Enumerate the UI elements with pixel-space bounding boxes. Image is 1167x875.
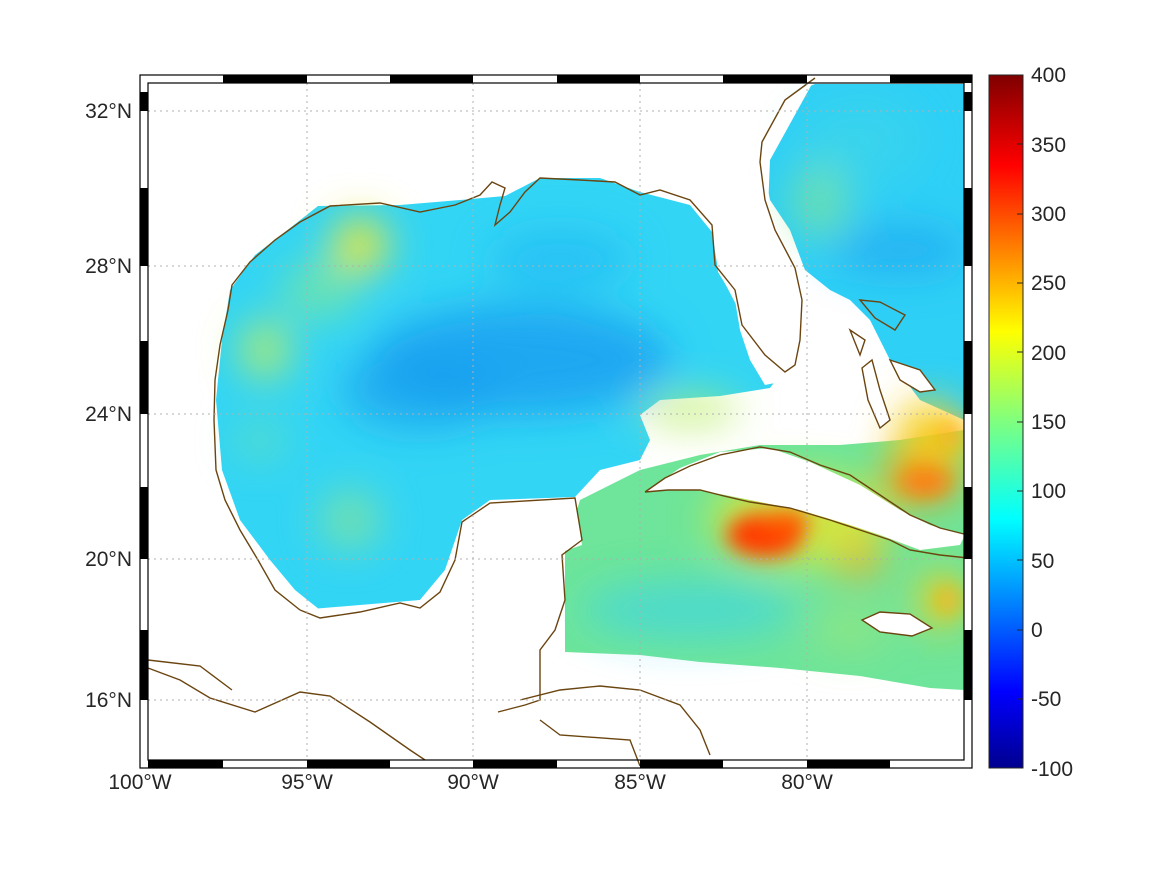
x-tick-label: 85°W	[614, 771, 666, 794]
gulf-coast	[147, 77, 816, 767]
bahamas-mask	[862, 360, 935, 428]
colorbar-tick-label: 50	[1031, 550, 1054, 573]
yucatan-coast	[299, 497, 583, 713]
colorbar-tick-label: 0	[1031, 619, 1043, 642]
hot-spots	[727, 421, 962, 614]
colorbar-tick-label: 150	[1031, 411, 1066, 434]
map-frame	[139, 74, 973, 769]
grid	[148, 83, 964, 760]
y-tick-label: 20°N	[85, 548, 132, 571]
x-axis-labels: 100°W 95°W 90°W 85°W 80°W	[108, 771, 833, 794]
yucatan-mask	[148, 497, 582, 760]
y-tick-label: 28°N	[85, 255, 132, 278]
land	[148, 84, 965, 760]
bahamas-coast	[848, 299, 937, 430]
x-tick-label: 90°W	[447, 771, 499, 794]
jamaica-coast	[860, 611, 934, 637]
colorbar-ticks	[1017, 143, 1023, 700]
x-tick-label: 80°W	[781, 771, 833, 794]
y-tick-label: 16°N	[85, 689, 132, 712]
colorbar-tick-label: 300	[1031, 203, 1066, 226]
x-tick-label: 100°W	[108, 771, 171, 794]
y-axis-labels: 32°N 28°N 24°N 20°N 16°N	[85, 100, 132, 712]
y-tick-label: 32°N	[85, 100, 132, 123]
x-tick-label: 95°W	[281, 771, 333, 794]
colorbar-tick-label: 350	[1031, 134, 1066, 157]
data-field	[216, 84, 964, 690]
central-america-coast	[519, 685, 711, 756]
colorbar: 400 350 300 250 200 150 100 50 0 -50 -10…	[988, 64, 1073, 781]
florida-mask	[700, 84, 812, 385]
cuba-coast	[644, 446, 969, 559]
colorbar-tick-label: 100	[1031, 480, 1066, 503]
jamaica-mask	[862, 612, 932, 636]
y-tick-label: 24°N	[85, 403, 132, 426]
colorbar-tick-label: -50	[1031, 688, 1061, 711]
colorbar-tick-label: 400	[1031, 64, 1066, 87]
cuba-mask	[645, 448, 965, 550]
colorbar-tick-label: -100	[1031, 758, 1073, 781]
colorbar-tick-label: 250	[1031, 272, 1066, 295]
colorbar-tick-label: 200	[1031, 342, 1066, 365]
